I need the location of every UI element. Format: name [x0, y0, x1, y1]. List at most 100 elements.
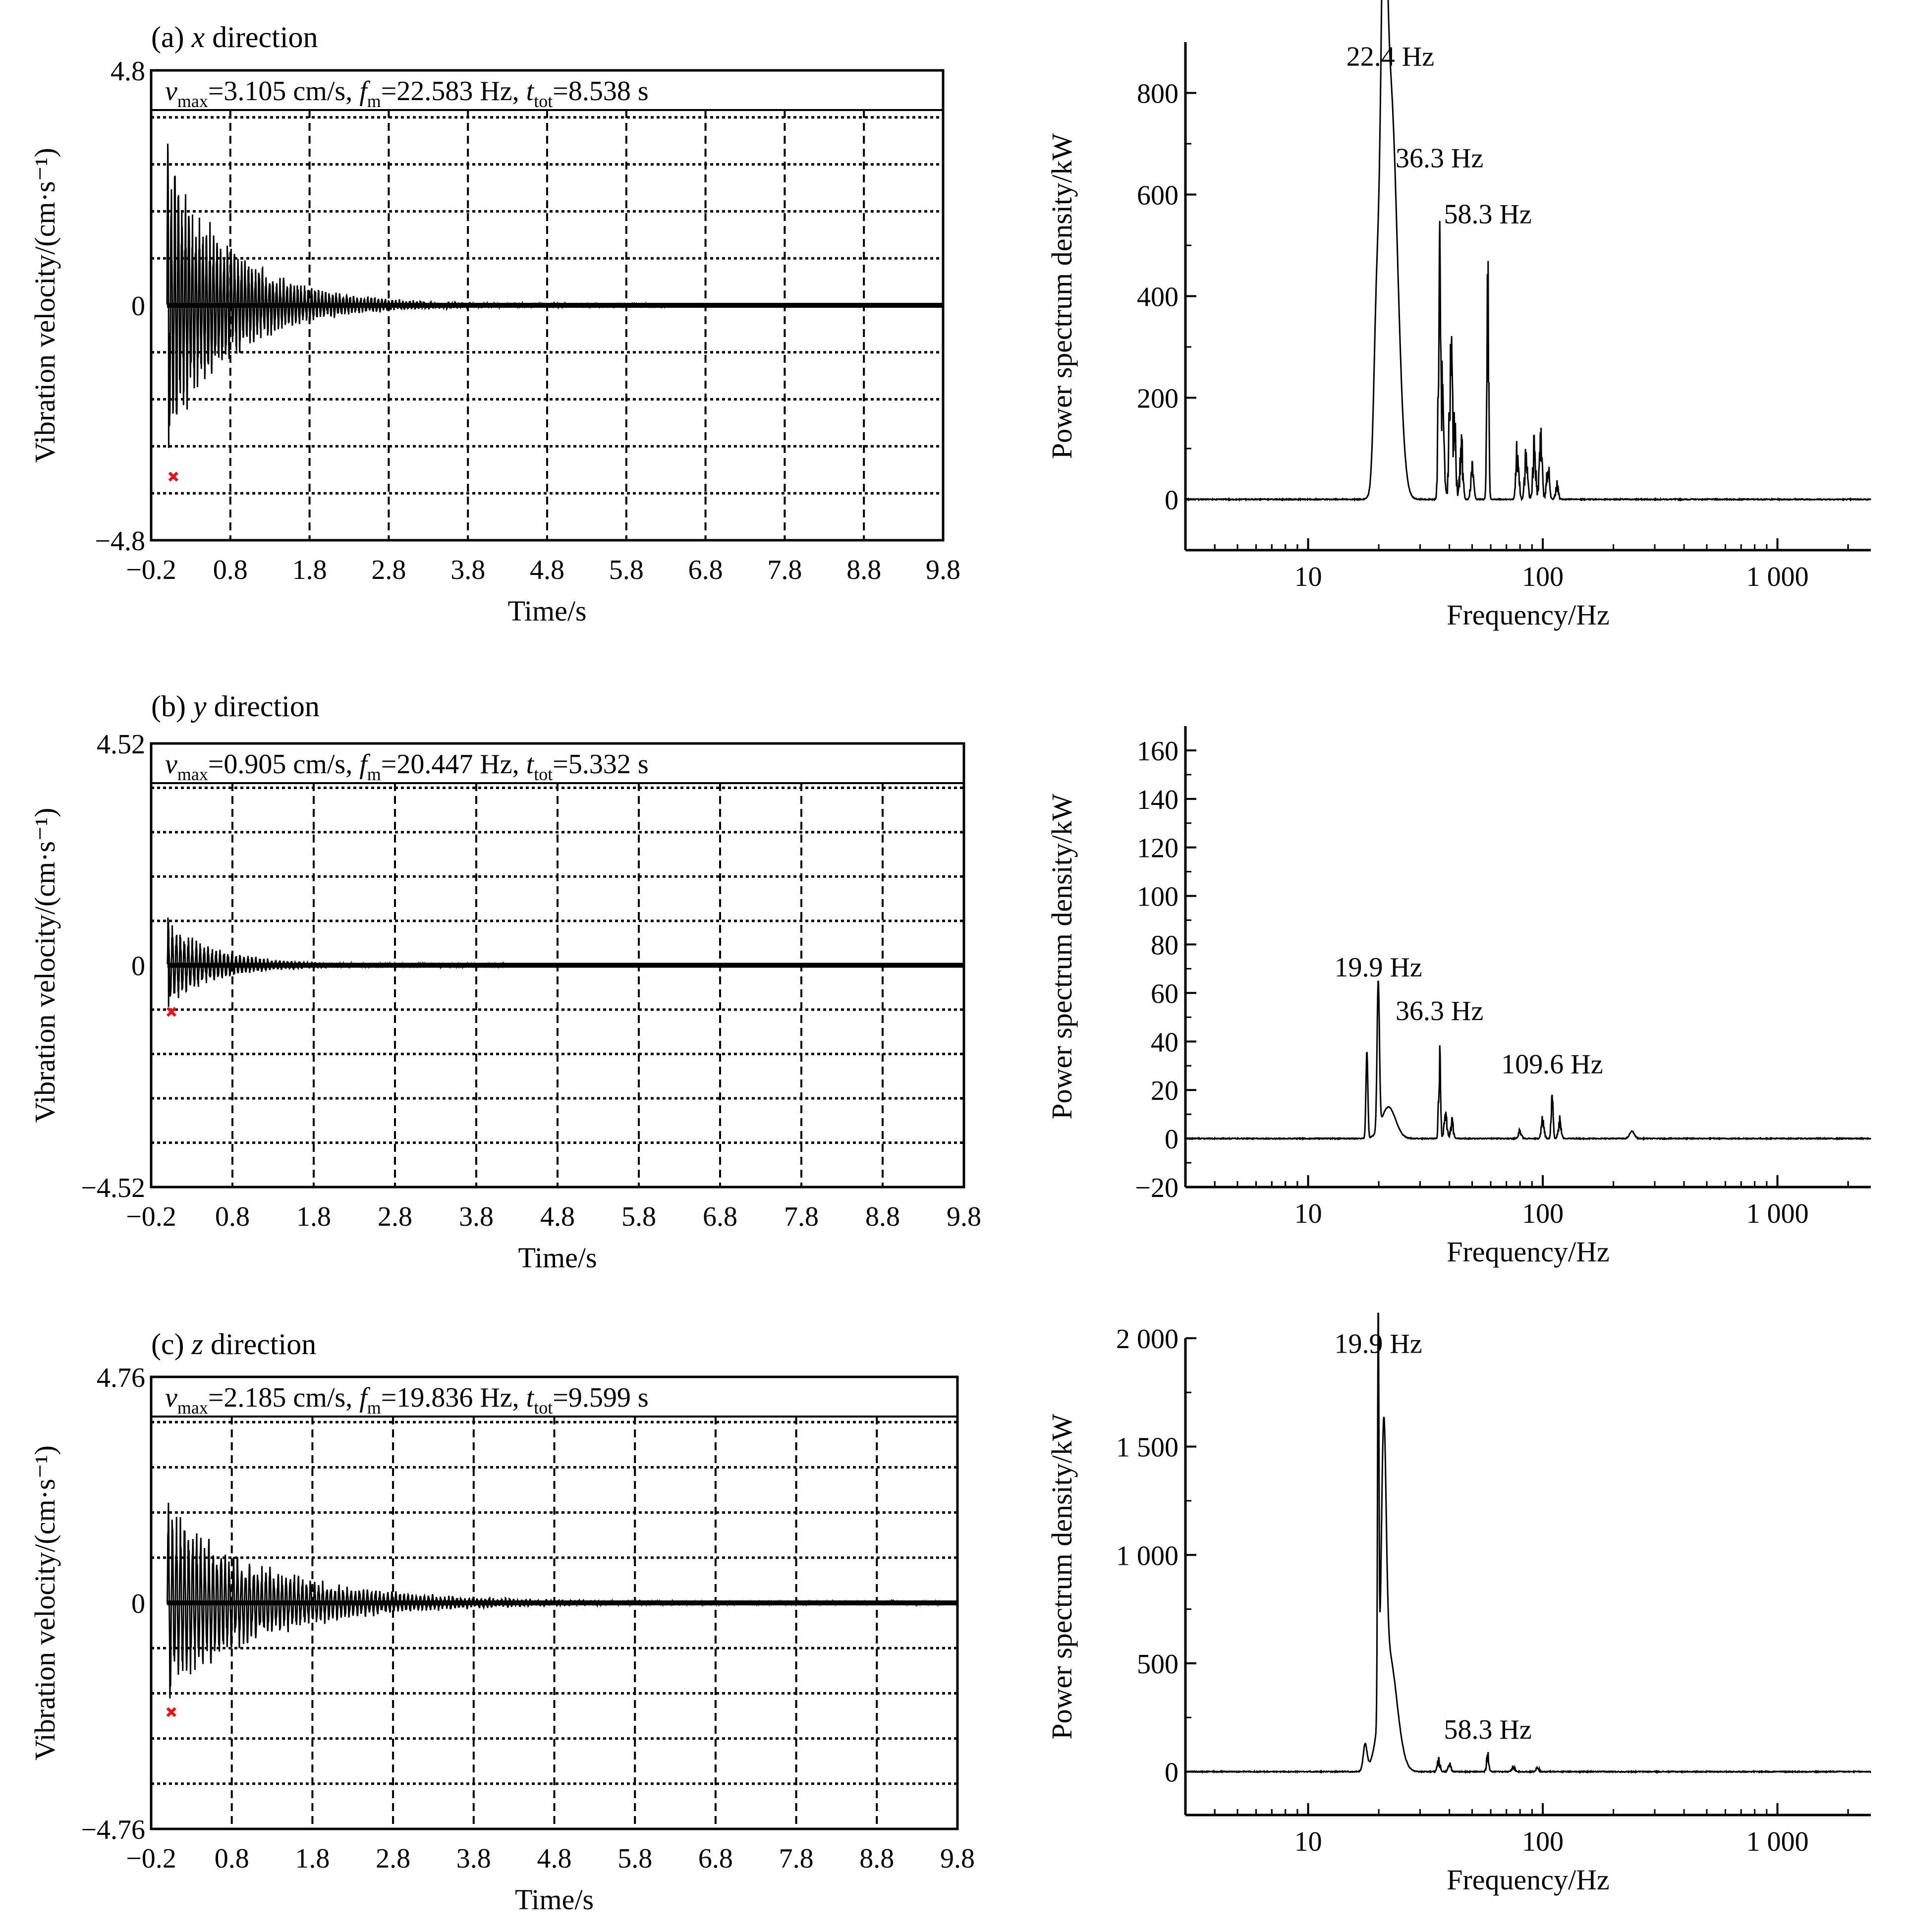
x-tick-label: 1 000: [1746, 1198, 1809, 1229]
y-tick-label: −4.76: [81, 1815, 145, 1845]
y-tick-label: 4.8: [111, 56, 145, 87]
velocity-chart-a: vmax=3.105 cm/s, fm=22.583 Hz, ttot=8.53…: [29, 21, 960, 627]
peak-label: 58.3 Hz: [1444, 199, 1531, 229]
y-axis-label: Power spectrum density/kW: [1046, 1414, 1078, 1739]
x-tick-label: 5.8: [621, 1201, 656, 1232]
psd-chart-z: 0 500 1 000 1 500 2 000 10 100 1 000 19.9 Hz 58.3…: [1046, 1312, 1872, 1896]
peak-label: 19.9 Hz: [1334, 952, 1422, 983]
y-tick-label: 60: [1151, 978, 1178, 1009]
y-tick-label: 0: [1165, 1758, 1178, 1788]
y-tick-label: 40: [1151, 1027, 1178, 1058]
y-axis-label: Vibration velocity/(cm·s⁻¹): [29, 148, 61, 463]
velocity-chart-b: vmax=0.905 cm/s, fm=20.447 Hz, ttot=5.33…: [29, 690, 981, 1274]
x-tick-label: 1.8: [296, 1201, 331, 1232]
peak-label: 58.3 Hz: [1444, 1714, 1531, 1745]
psd-chart-x: 0 200 400 600 800 10 100 1 000 22.4 Hz 36.3 Hz 58.…: [1046, 0, 1872, 631]
y-tick-label: 160: [1137, 736, 1178, 767]
min-marker: [166, 1707, 176, 1717]
psd-trace: [1184, 1312, 1872, 1774]
x-tick-label: 8.8: [846, 555, 881, 585]
x-tick-label: 2.8: [376, 1843, 410, 1874]
plot-frame: [150, 742, 965, 1189]
y-tick-label: −4.8: [95, 526, 145, 557]
y-axis-label: Vibration velocity/(cm·s⁻¹): [29, 1445, 61, 1761]
x-tick-label: 10: [1294, 1198, 1322, 1229]
min-marker: [168, 471, 178, 482]
annotation-text: vmax=2.185 cm/s, fm=19.836 Hz, ttot=9.59…: [165, 1382, 649, 1418]
annotation-text: vmax=0.905 cm/s, fm=20.447 Hz, ttot=5.33…: [165, 749, 649, 784]
annotation-text: vmax=3.105 cm/s, fm=22.583 Hz, ttot=8.53…: [165, 76, 649, 111]
y-axis-label: Vibration velocity/(cm·s⁻¹): [29, 808, 61, 1123]
y-axis-label: Power spectrum density/kW: [1046, 133, 1078, 459]
x-tick-label: 0.8: [213, 555, 248, 585]
x-tick-label: 0.8: [215, 1201, 250, 1232]
y-tick-label: 400: [1137, 282, 1178, 313]
y-tick-label: 800: [1137, 79, 1178, 110]
x-tick-label: 6.8: [698, 1843, 733, 1874]
peak-label: 19.9 Hz: [1334, 1329, 1422, 1360]
x-tick-label: 6.8: [688, 555, 723, 585]
x-tick-label: 8.8: [859, 1843, 894, 1874]
velocity-chart-c: vmax=2.185 cm/s, fm=19.836 Hz, ttot=9.59…: [29, 1328, 975, 1916]
peak-label: 36.3 Hz: [1396, 143, 1483, 174]
x-tick-label: 9.8: [940, 1843, 975, 1874]
y-tick-label: 200: [1137, 384, 1178, 414]
y-tick-label: 140: [1137, 785, 1178, 815]
y-tick-label: −4.52: [81, 1173, 145, 1203]
panel-title: (a) x direction: [151, 21, 318, 54]
x-tick-label: 4.8: [537, 1843, 572, 1874]
x-tick-label: 1.8: [292, 555, 327, 585]
y-tick-label: 0: [1165, 485, 1178, 516]
x-tick-label: 4.8: [540, 1201, 575, 1232]
x-axis-label: Time/s: [515, 1883, 594, 1916]
psd-trace: [1185, 980, 1872, 1141]
x-tick-label: 3.8: [450, 555, 485, 585]
x-tick-label: 100: [1522, 562, 1564, 592]
peak-label: 109.6 Hz: [1501, 1049, 1603, 1080]
x-axis-label: Frequency/Hz: [1447, 1864, 1610, 1896]
x-tick-label: −0.2: [126, 1843, 176, 1874]
x-tick-label: −0.2: [126, 1201, 176, 1232]
x-tick-label: 8.8: [865, 1201, 900, 1232]
panel-title: (c) z direction: [151, 1328, 316, 1361]
y-tick-label: 500: [1137, 1649, 1178, 1680]
peak-label: 22.4 Hz: [1346, 42, 1434, 72]
velocity-trace: [167, 1502, 942, 1699]
x-tick-label: 6.8: [703, 1201, 737, 1232]
y-tick-label: 80: [1151, 930, 1178, 961]
x-tick-label: 1.8: [295, 1843, 330, 1874]
x-tick-label: 4.8: [530, 555, 564, 585]
y-tick-label: 0: [1165, 1124, 1178, 1155]
y-tick-label: 4.76: [97, 1363, 145, 1393]
x-tick-label: 10: [1294, 1826, 1322, 1857]
velocity-trace: [166, 143, 667, 448]
x-tick-label: 9.8: [947, 1201, 981, 1232]
peak-label: 36.3 Hz: [1396, 996, 1483, 1026]
y-tick-label: 20: [1151, 1076, 1178, 1106]
panel-title: (b) y direction: [151, 690, 320, 723]
x-axis-label: Time/s: [507, 595, 586, 627]
x-tick-label: 10: [1294, 562, 1322, 592]
x-tick-label: 100: [1522, 1826, 1564, 1857]
x-tick-label: 0.8: [215, 1843, 249, 1874]
y-tick-label: 0: [131, 291, 145, 322]
x-tick-label: 7.8: [779, 1843, 814, 1874]
y-tick-label: 0: [131, 1589, 145, 1619]
x-tick-label: 7.8: [784, 1201, 819, 1232]
x-tick-label: 2.8: [378, 1201, 412, 1232]
min-marker: [166, 1007, 177, 1017]
x-tick-label: 3.8: [459, 1201, 494, 1232]
x-tick-label: 100: [1522, 1198, 1564, 1229]
psd-chart-y: −20 0 20 40 60 80 100 120 140 160 10 100 1 000 19.9 H…: [1046, 726, 1872, 1268]
y-tick-label: 0: [131, 951, 145, 982]
y-tick-label: 1 500: [1116, 1432, 1178, 1463]
x-tick-label: 2.8: [371, 555, 406, 585]
velocity-trace: [167, 917, 510, 1007]
y-tick-label: 120: [1137, 833, 1178, 864]
x-axis-label: Frequency/Hz: [1447, 599, 1610, 631]
plot-frame: [150, 1375, 959, 1830]
y-tick-label: 4.52: [97, 729, 145, 760]
x-tick-label: 1 000: [1746, 1826, 1809, 1857]
x-tick-label: 7.8: [767, 555, 802, 585]
